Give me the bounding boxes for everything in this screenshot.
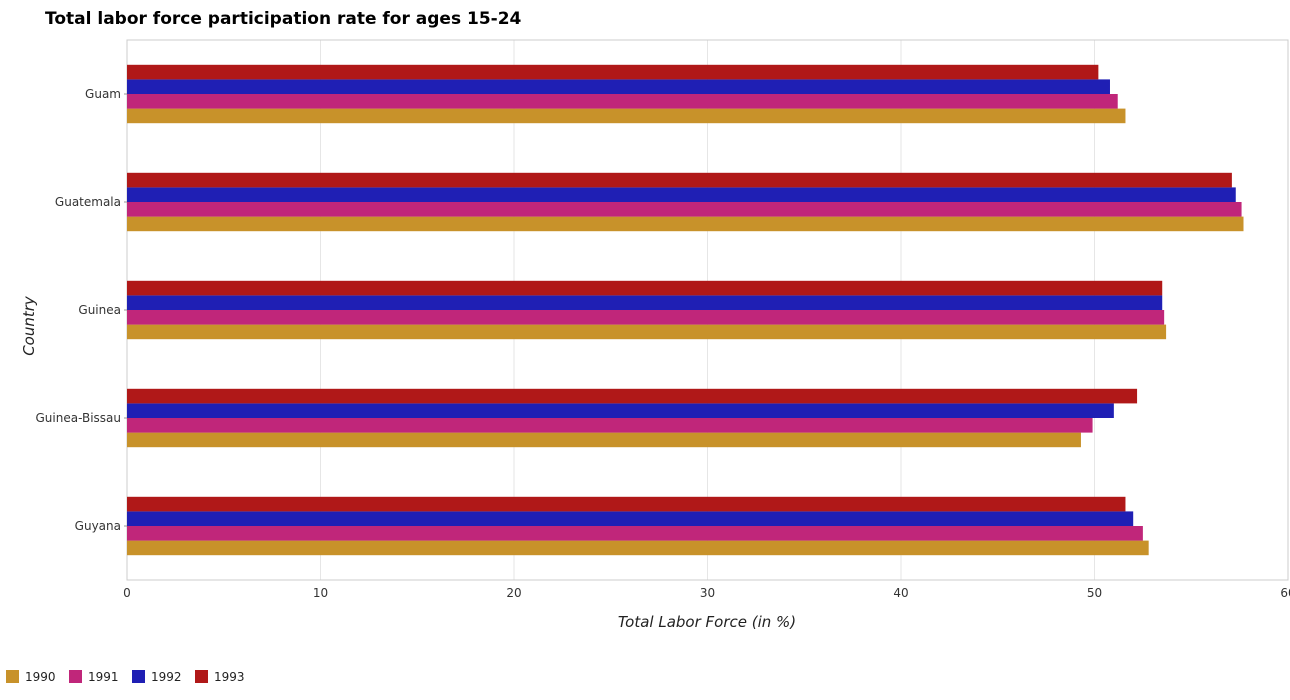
y-tick-label: Guinea-Bissau xyxy=(35,411,121,425)
x-tick-label: 40 xyxy=(893,586,908,600)
y-axis-ticks: Guam Guatemala Guinea Guinea-Bissau Guyana xyxy=(35,87,127,533)
x-tick-label: 0 xyxy=(123,586,131,600)
bar xyxy=(127,94,1118,109)
y-axis-label: Country xyxy=(20,295,38,356)
bar xyxy=(127,310,1165,325)
bar xyxy=(127,418,1093,433)
legend-swatch xyxy=(195,670,208,683)
legend-label: 1991 xyxy=(88,670,119,684)
bar xyxy=(127,526,1143,541)
y-tick-label: Guinea xyxy=(78,303,121,317)
x-tick-label: 30 xyxy=(700,586,715,600)
legend-swatch xyxy=(69,670,82,683)
bar xyxy=(127,280,1163,296)
chart-title: Total labor force participation rate for… xyxy=(45,9,522,29)
bar xyxy=(127,172,1232,188)
x-axis-ticks: 0 10 20 30 40 50 60 xyxy=(123,586,1290,600)
bar xyxy=(127,540,1149,556)
bar xyxy=(127,64,1099,80)
bar xyxy=(127,496,1126,512)
x-tick-label: 60 xyxy=(1280,586,1290,600)
bar xyxy=(127,324,1167,340)
y-tick-label: Guatemala xyxy=(55,195,121,209)
legend-swatch xyxy=(6,670,19,683)
x-tick-label: 20 xyxy=(506,586,521,600)
bar xyxy=(127,216,1244,232)
y-tick-label: Guyana xyxy=(75,519,121,533)
x-axis-label: Total Labor Force (in %) xyxy=(618,613,796,631)
legend-label: 1993 xyxy=(214,670,245,684)
bar xyxy=(127,295,1163,310)
bar xyxy=(127,388,1138,404)
legend-swatch xyxy=(132,670,145,683)
x-tick-label: 50 xyxy=(1087,586,1102,600)
x-tick-label: 10 xyxy=(313,586,328,600)
legend-label: 1992 xyxy=(151,670,182,684)
bar xyxy=(127,79,1110,94)
y-tick-label: Guam xyxy=(85,87,121,101)
legend-label: 1990 xyxy=(25,670,56,684)
bar xyxy=(127,187,1236,202)
bar xyxy=(127,432,1081,448)
bar xyxy=(127,108,1126,124)
bar xyxy=(127,202,1242,217)
bar xyxy=(127,511,1134,526)
bar xyxy=(127,403,1114,418)
bars xyxy=(127,64,1244,556)
legend: 1990 1991 1992 1993 xyxy=(6,670,245,684)
